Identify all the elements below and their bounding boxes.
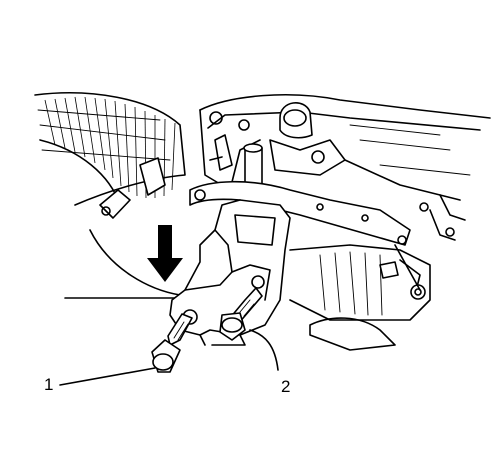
callout-1: 1 <box>44 375 53 394</box>
arrow-down-icon <box>147 225 183 282</box>
bolt-2 <box>219 287 263 341</box>
bolt-1 <box>151 313 193 373</box>
callout-2: 2 <box>281 377 290 396</box>
floor-line <box>64 229 181 299</box>
corrugated-hose <box>34 92 186 206</box>
callout-leaders <box>59 329 279 386</box>
exhaust-bracket <box>169 199 291 346</box>
hose-clamp <box>99 157 166 219</box>
flange-ring <box>189 180 411 246</box>
catalytic-heat-shield <box>289 244 431 351</box>
transmission-housing <box>199 94 491 241</box>
